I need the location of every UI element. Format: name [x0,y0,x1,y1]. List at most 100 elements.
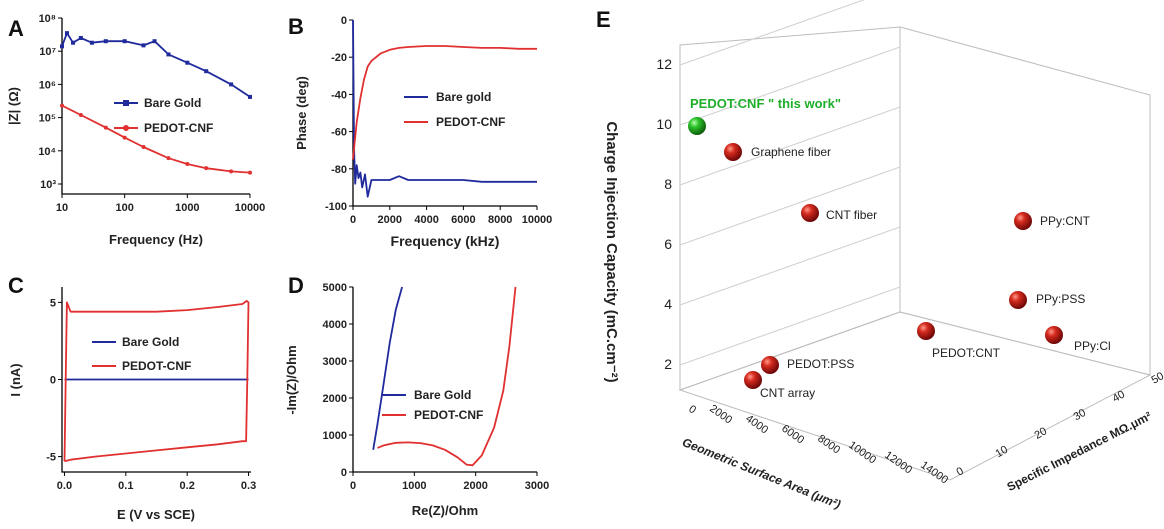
y-tick-label: -60 [331,127,347,139]
y-tick-label: 10⁸ [39,13,56,25]
legend-label-pedot-cnf-d: PEDOT-CNF [414,408,483,422]
x-tick-label: 14000 [918,459,950,486]
data-point [122,39,127,44]
x-tick-label: 8000 [815,433,842,457]
scatter-point [1014,212,1032,230]
z-tick-label: 8 [664,176,672,192]
data-point [60,44,64,49]
y-tick-label: 10⁷ [39,46,56,58]
data-point [185,60,190,65]
scatter-point-label: Graphene fiber [751,145,831,159]
data-point [141,145,146,150]
chart-c-axes [61,287,251,473]
data-point [248,94,252,99]
data-point [141,43,146,48]
data-point [89,40,94,45]
x-tick-label: 12000 [882,449,914,476]
x-tick-label: 6000 [451,214,475,226]
legend-label-bare-gold-b: Bare gold [436,90,491,104]
y-tick-label: 20 [1033,425,1050,442]
scatter-point-label: PPy:PSS [1036,292,1085,306]
x-tick-label: 3000 [525,480,549,492]
data-point [229,169,234,174]
data-point [122,135,127,140]
legend-marker-pedot-cnf [123,125,129,131]
scatter-point [688,117,706,135]
legend-label-bare-gold: Bare Gold [144,96,201,110]
series-line-0 [352,19,537,198]
y-tick-label: 1000 [323,430,347,442]
y-tick-label: 30 [1072,407,1089,424]
chart-d-axes [352,287,537,473]
chart-d-ylabel: -Im(Z)/Ohm [284,345,299,414]
z-tick-label: 10 [656,116,672,132]
y-tick-label: 10⁴ [38,146,56,158]
data-point [152,39,157,44]
legend-label-bare-gold-c: Bare Gold [122,335,179,349]
data-point [103,125,108,130]
y-tick-label: -5 [46,452,56,464]
chart-e-right-wall [899,26,1151,376]
scatter-point [1045,326,1063,344]
x-tick-label: 2000 [378,214,402,226]
data-point [166,52,171,57]
y-tick-label: 2000 [323,393,347,405]
chart-c-legend: Bare Gold PEDOT-CNF [92,335,191,373]
z-gridline [679,226,901,306]
z-tick-label: 12 [656,56,672,72]
scatter-point-label: PEDOT:CNT [932,346,1001,360]
z-tick-label: 2 [664,356,672,372]
data-point [64,31,69,36]
scatter-point-label: CNT array [760,386,815,400]
data-point [248,170,252,175]
scatter-point-label: PPy:CNT [1040,214,1091,228]
legend-marker-bare-gold [123,100,129,106]
y-tick-label: 5 [50,297,56,309]
chart-b-xlabel: Frequency (kHz) [391,233,500,249]
data-point [103,39,108,44]
scatter-point-label: CNT fiber [826,208,877,222]
chart-c-ylabel: I (nA) [8,363,23,396]
legend-label-pedot-cnf-b: PEDOT-CNF [436,115,505,129]
y-tick-label: 4000 [323,319,347,331]
panel-label-c: C [8,273,24,298]
y-tick-label: 0 [955,465,966,478]
y-tick-label: 3000 [323,356,347,368]
chart-e-floor [678,311,1152,481]
x-tick-label: 10000 [235,202,266,214]
y-tick-label: -40 [331,89,347,101]
y-tick-label: 0 [341,467,347,479]
x-tick-label: 0.3 [241,480,256,492]
chart-d-legend: Bare Gold PEDOT-CNF [382,388,483,422]
y-tick-label: 0 [50,375,56,387]
y-tick-label: 10³ [40,179,56,191]
scatter-point [744,371,762,389]
x-tick-label: 8000 [488,214,512,226]
x-tick-label: 0 [350,480,356,492]
z-gridline [679,106,901,186]
scatter-point-label: PEDOT:PSS [787,357,854,371]
scatter-point-label: PPy:Cl [1074,339,1111,353]
y-tick-label: 10⁶ [39,79,56,91]
data-point [78,112,83,117]
chart-e-zlabel: Charge Injection Capacity (mC.cm⁻²) [603,121,620,382]
z-gridline [679,46,901,126]
x-tick-label: 10000 [522,214,553,226]
scatter-point [801,204,819,222]
data-point [78,35,83,40]
scatter-point-label: PEDOT:CNF " this work" [690,96,841,111]
series-line-1 [61,104,251,174]
panel-label-d: D [288,273,304,298]
data-point [204,69,209,74]
y-tick-label: -20 [331,52,347,64]
chart-a: 10 100 1000 10000 10³ 10⁴ 10⁵ 10⁶ 10⁷ 10⁸ Frequen… [6,13,265,247]
y-tick-label: -100 [325,201,347,213]
series-line-1 [63,299,250,463]
x-tick-label: 0 [350,214,356,226]
scatter-point [724,143,742,161]
chart-b-ylabel: Phase (deg) [294,76,309,150]
panel-label-b: B [288,14,304,39]
data-point [204,166,209,171]
x-tick-label: 1000 [175,202,199,214]
